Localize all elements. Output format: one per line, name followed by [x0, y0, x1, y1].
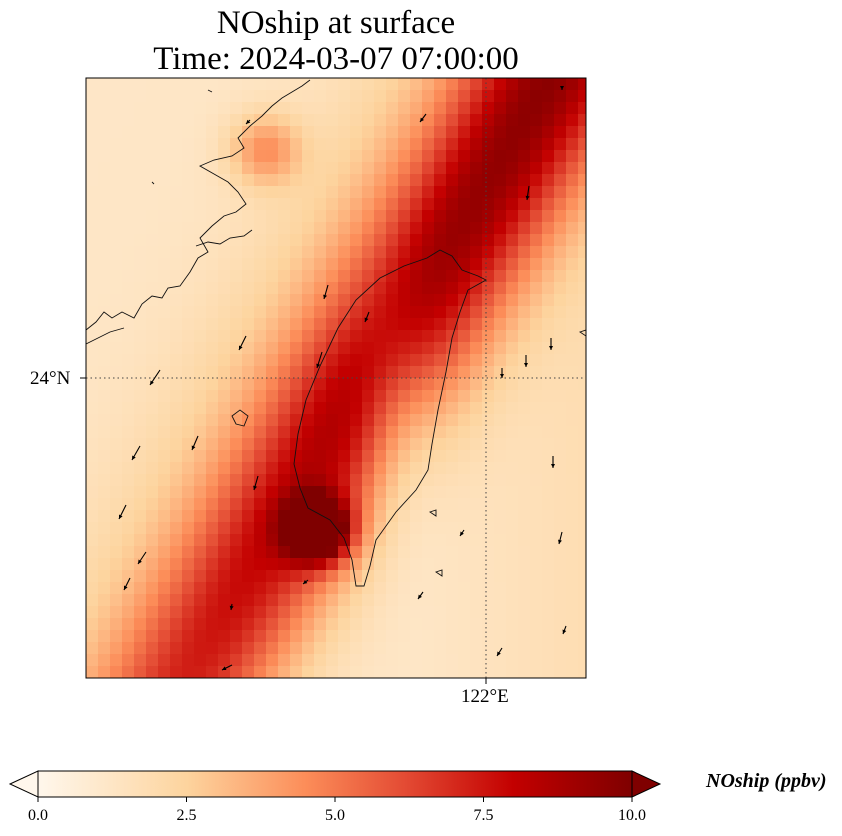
map-panel: [80, 77, 587, 684]
colorbar-tick-2: 5.0: [325, 807, 345, 824]
wind-arrow-head: [229, 605, 234, 610]
gridlines: [86, 78, 586, 678]
wind-vectors: [118, 86, 567, 671]
wind-arrow-head: [560, 86, 564, 90]
wind-arrow-head: [323, 294, 328, 299]
colorbar-gradient: [37, 770, 633, 798]
china-coastline: [86, 79, 311, 331]
wind-arrow-head: [246, 119, 251, 124]
wind-arrow-head: [562, 629, 567, 634]
wind-arrow-head: [420, 117, 424, 122]
wind-arrow-head: [525, 195, 530, 200]
map-title-line2: Time: 2024-03-07 07:00:00: [153, 41, 519, 77]
wind-arrow-head: [418, 594, 422, 599]
wind-arrow-head: [132, 455, 136, 460]
wind-arrow-head: [191, 445, 196, 450]
wind-arrow-head: [316, 363, 321, 368]
colorbar-tick-4: 10.0: [618, 807, 646, 824]
wind-arrow-head: [119, 514, 123, 519]
coastline: [86, 79, 586, 587]
wind-arrow-head: [524, 363, 528, 367]
colorbar-tick-3: 7.5: [473, 807, 494, 824]
wind-arrow-head: [124, 585, 128, 590]
wind-arrow-head: [364, 317, 369, 322]
wind-arrow-head: [558, 539, 562, 544]
wind-arrow-head: [303, 579, 308, 584]
lon-tick-label: 122°E: [461, 686, 509, 707]
wind-arrow-head: [549, 346, 553, 350]
colorbar-extend-low: [8, 770, 39, 798]
colorbar-tick-0: 0.0: [28, 807, 48, 824]
wind-arrow-head: [500, 374, 504, 378]
wind-arrow-head: [222, 666, 227, 670]
colorbar-tick-1: 2.5: [176, 807, 197, 824]
map-title-line1: NOship at surface: [216, 5, 456, 41]
wind-arrow-head: [253, 485, 258, 490]
lat-tick-label: 24°N: [30, 368, 71, 389]
concentration-field: [86, 78, 586, 678]
colorbar-label: NOship (ppbv): [706, 770, 827, 792]
colorbar-extend-high: [631, 770, 662, 798]
wind-arrow-head: [239, 345, 243, 350]
wind-arrow-head: [150, 380, 154, 385]
wind-arrow-head: [138, 559, 142, 564]
wind-arrow-head: [460, 531, 464, 536]
colorbar: [8, 770, 662, 802]
taiwan-coastline: [293, 249, 487, 587]
wind-arrow-head: [551, 464, 555, 468]
wind-arrow-head: [497, 651, 501, 656]
